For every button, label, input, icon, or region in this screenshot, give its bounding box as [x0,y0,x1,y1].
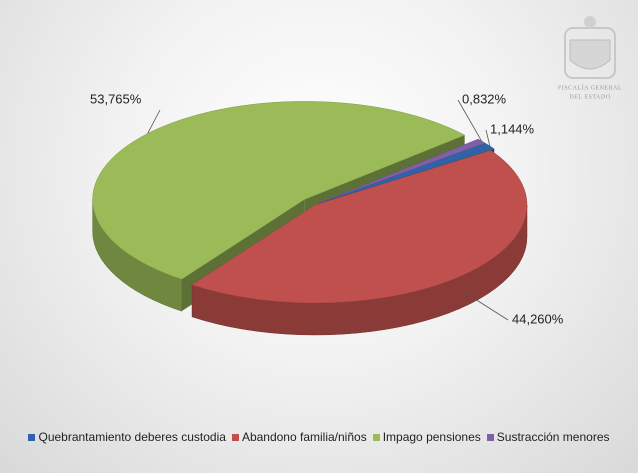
data-label: 0,832% [462,91,507,106]
legend-item: Abandono familia/niños [231,430,367,444]
slice [317,138,486,204]
pie: 1,144% 44,260% 53,765% 0,832% [90,91,564,336]
legend-swatch [372,434,380,442]
logo: FISCALÍA GENERAL DEL ESTADO [558,16,622,100]
legend-item: Sustracción menores [486,430,610,444]
slice-tops [92,101,528,304]
legend: Quebrantamiento deberes custodia Abandono… [0,430,638,444]
legend-swatch [231,434,239,442]
logo-text: FISCALÍA GENERAL [558,83,622,91]
legend-label: Abandono familia/niños [241,430,367,444]
legend-swatch [486,434,494,442]
slice [92,101,466,280]
data-label: 1,144% [490,121,535,136]
logo-crown [584,16,596,28]
logo-shield [569,39,611,70]
legend-label: Sustracción menores [496,430,610,444]
legend-label: Quebrantamiento deberes custodia [38,430,226,444]
leader-line [485,129,491,147]
legend-label: Impago pensiones [382,430,481,444]
legend-swatch [28,434,36,442]
leader-line [457,99,483,142]
leader-line [147,109,161,134]
legend-item: Impago pensiones [372,430,481,444]
logo-text: DEL ESTADO [569,94,610,100]
slice [191,150,528,304]
data-label: 53,765% [90,91,142,106]
leader-line [462,290,509,321]
data-label: 44,260% [512,311,564,326]
legend-item: Quebrantamiento deberes custodia [28,430,226,444]
